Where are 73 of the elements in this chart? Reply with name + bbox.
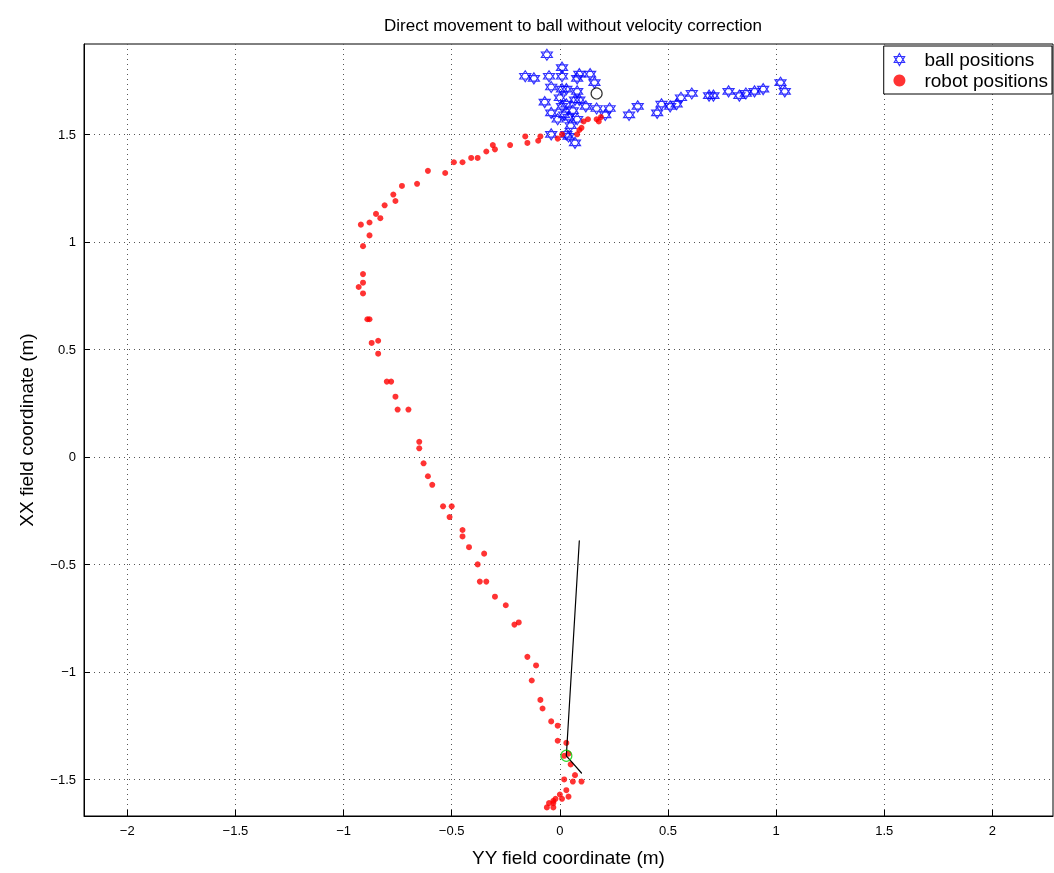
point [568, 93, 582, 107]
point [588, 76, 601, 89]
x-axis-title: YY field coordinate (m) [472, 847, 665, 868]
point [722, 85, 735, 98]
point [519, 70, 532, 83]
point [599, 108, 612, 122]
point [757, 83, 770, 96]
point [545, 80, 558, 94]
point [579, 100, 592, 113]
x-tick-label: 0.5 [658, 823, 678, 838]
x-tick-label: 2 [988, 823, 997, 838]
point [733, 89, 746, 102]
point [560, 98, 573, 111]
point [560, 749, 573, 762]
point [707, 89, 720, 102]
point [651, 106, 664, 119]
point [571, 85, 584, 98]
x-tick-label: −2 [119, 823, 135, 838]
point [555, 70, 569, 83]
point [748, 85, 761, 98]
point [670, 98, 683, 111]
point [603, 102, 616, 115]
point [527, 72, 540, 85]
point [555, 61, 569, 74]
y-tick-label: 1 [68, 234, 76, 250]
y-axis-title: XX field coordinate (m) [16, 333, 37, 527]
point [564, 119, 577, 132]
point [664, 100, 677, 113]
point [573, 93, 586, 107]
x-tick-label: −1 [336, 823, 351, 838]
point [558, 108, 571, 122]
point [542, 70, 556, 83]
point [702, 89, 716, 102]
point [774, 76, 787, 89]
point [538, 95, 551, 109]
point [560, 83, 573, 96]
point [778, 85, 791, 98]
x-tick-label: 1.5 [875, 823, 894, 838]
x-tick-label: −1.5 [222, 823, 249, 838]
point [540, 48, 553, 61]
y-tick-label: 0.5 [57, 341, 76, 357]
y-tick-label: −0.5 [50, 556, 76, 572]
point [553, 91, 566, 104]
legend-label: robot positions [924, 70, 1048, 91]
point [568, 136, 582, 150]
point [674, 91, 688, 104]
y-tick-label: −1.5 [50, 771, 76, 787]
y-tick-label: −1 [61, 664, 76, 680]
legend-label: ball positions [924, 49, 1035, 70]
point [551, 113, 564, 126]
y-tick-label: 0 [68, 449, 76, 465]
point [685, 87, 698, 100]
point [545, 128, 558, 141]
point [573, 68, 586, 81]
x-tick-label: 1 [772, 823, 780, 838]
point [571, 72, 584, 85]
point [590, 102, 603, 115]
point [571, 113, 584, 126]
point [631, 100, 644, 113]
point [622, 108, 636, 122]
point [566, 104, 579, 117]
chart-title: Direct movement to ball without velocity correction [384, 16, 762, 35]
point [545, 106, 558, 119]
point [555, 83, 569, 96]
point [655, 98, 668, 111]
x-tick-label: 0 [556, 823, 564, 838]
point [739, 87, 752, 100]
point [555, 100, 569, 113]
y-tick-label: 1.5 [57, 126, 76, 142]
x-tick-label: −0.5 [438, 823, 465, 838]
point [590, 87, 603, 100]
point [562, 111, 575, 124]
point [584, 68, 597, 81]
